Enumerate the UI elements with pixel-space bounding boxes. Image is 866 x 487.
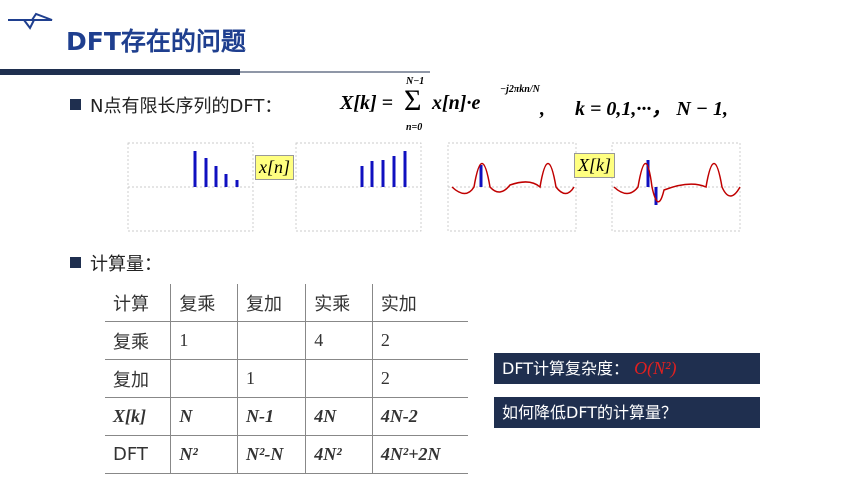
logo — [8, 12, 53, 30]
cell: 2 — [372, 321, 468, 360]
cell: 1 — [170, 321, 238, 360]
title-bar — [0, 69, 240, 75]
cell: N-1 — [237, 397, 307, 436]
question-box: 如何降低DFT的计算量？ — [494, 397, 760, 428]
cell: 复加 — [105, 359, 172, 398]
table: 计算 复乘 复加 实乘 实加 复乘 1 4 2 复加 1 2 X[k] N N-1 4N 4N-2 DFT N² N²… — [105, 284, 468, 474]
table-row: DFT N² N²-N 4N² 4N²+2N — [105, 435, 468, 474]
cell: 4N²+2N — [372, 435, 468, 474]
formula-exponent: −j2πkn/N — [500, 84, 540, 95]
cell: DFT — [105, 435, 172, 474]
bullet-text: N点有限长序列的DFT： — [90, 96, 283, 117]
sum-bottom: n=0 — [406, 122, 423, 133]
cell: N²-N — [237, 435, 307, 474]
cell — [170, 359, 238, 398]
header-cell: 计算 — [105, 284, 172, 322]
sum-sign: Σ — [404, 84, 422, 117]
stems — [193, 151, 658, 205]
table-row: X[k] N N-1 4N 4N-2 — [105, 397, 468, 436]
cell: N — [170, 397, 238, 436]
curve — [451, 163, 575, 195]
formula-body: x[n]·e — [432, 92, 481, 114]
bullet: N点有限长序列的DFT： — [70, 92, 282, 118]
cell: 4N-2 — [372, 397, 468, 436]
bullet: 计算量： — [70, 250, 162, 276]
cell: 1 — [237, 359, 307, 398]
cell: N² — [170, 435, 238, 474]
cell — [237, 321, 307, 360]
complexity-value: O(N²) — [634, 358, 677, 378]
bullet-text: 计算量： — [90, 254, 162, 275]
table-row: 复加 1 2 — [105, 359, 468, 398]
header-cell: 复加 — [237, 284, 307, 322]
cell: 4N — [305, 397, 373, 436]
complexity-box: DFT计算复杂度： O(N²) — [494, 353, 760, 384]
header-cell: 复乘 — [170, 284, 238, 322]
header-cell: 实乘 — [305, 284, 373, 322]
table-row: 计算 复乘 复加 实乘 实加 — [105, 284, 468, 322]
table-row: 复乘 1 4 2 — [105, 321, 468, 360]
cell — [305, 359, 373, 398]
box-text: DFT计算复杂度： — [502, 359, 630, 378]
plot-label: X[k] — [574, 153, 615, 178]
plot-grids — [127, 142, 741, 232]
plot-label: x[n] — [255, 155, 294, 180]
cell: 4N² — [305, 435, 373, 474]
curve — [613, 163, 741, 203]
formula-tail: , k = 0,1,···， N − 1, — [540, 98, 728, 120]
cell: 复乘 — [105, 321, 172, 360]
sum-top: N−1 — [406, 76, 425, 87]
title: DFT存在的问题 — [66, 27, 246, 56]
formula-lhs: X[k] = — [340, 92, 394, 114]
cell: X[k] — [105, 397, 172, 436]
cell: 4 — [305, 321, 373, 360]
header-cell: 实加 — [372, 284, 468, 322]
cell: 2 — [372, 359, 468, 398]
